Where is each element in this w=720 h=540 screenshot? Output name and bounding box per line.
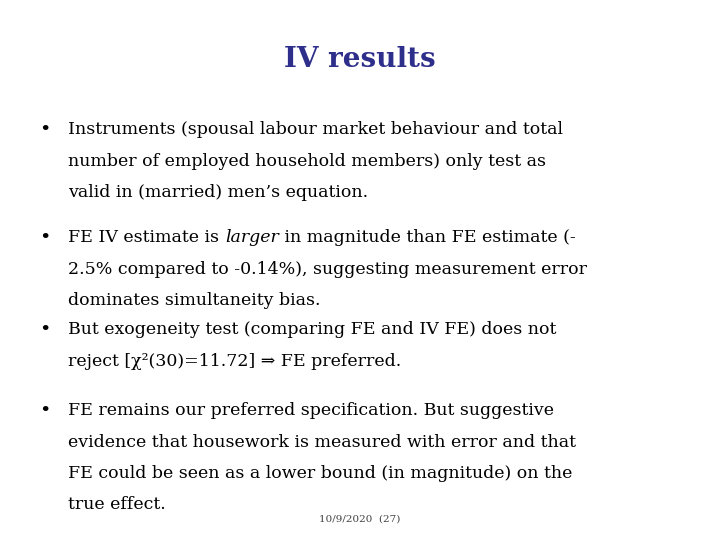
Text: IV results: IV results [284,46,436,73]
Text: reject [χ²(30)=11.72] ⇒ FE preferred.: reject [χ²(30)=11.72] ⇒ FE preferred. [68,353,402,369]
Text: •: • [40,402,51,420]
Text: •: • [40,230,51,247]
Text: number of employed household members) only test as: number of employed household members) on… [68,153,546,170]
Text: in magnitude than FE estimate (-: in magnitude than FE estimate (- [279,230,575,246]
Text: •: • [40,122,51,139]
Text: larger: larger [225,230,279,246]
Text: 2.5% compared to -0.14%), suggesting measurement error: 2.5% compared to -0.14%), suggesting mea… [68,261,588,278]
Text: FE remains our preferred specification. But suggestive: FE remains our preferred specification. … [68,402,554,419]
Text: FE IV estimate is: FE IV estimate is [68,230,225,246]
Text: valid in (married) men’s equation.: valid in (married) men’s equation. [68,184,369,201]
Text: •: • [40,321,51,339]
Text: FE could be seen as a lower bound (in magnitude) on the: FE could be seen as a lower bound (in ma… [68,465,573,482]
Text: true effect.: true effect. [68,496,166,513]
Text: 10/9/2020  (27): 10/9/2020 (27) [319,515,401,524]
Text: evidence that housework is measured with error and that: evidence that housework is measured with… [68,434,577,450]
Text: But exogeneity test (comparing FE and IV FE) does not: But exogeneity test (comparing FE and IV… [68,321,557,338]
Text: dominates simultaneity bias.: dominates simultaneity bias. [68,292,321,309]
Text: Instruments (spousal labour market behaviour and total: Instruments (spousal labour market behav… [68,122,563,138]
